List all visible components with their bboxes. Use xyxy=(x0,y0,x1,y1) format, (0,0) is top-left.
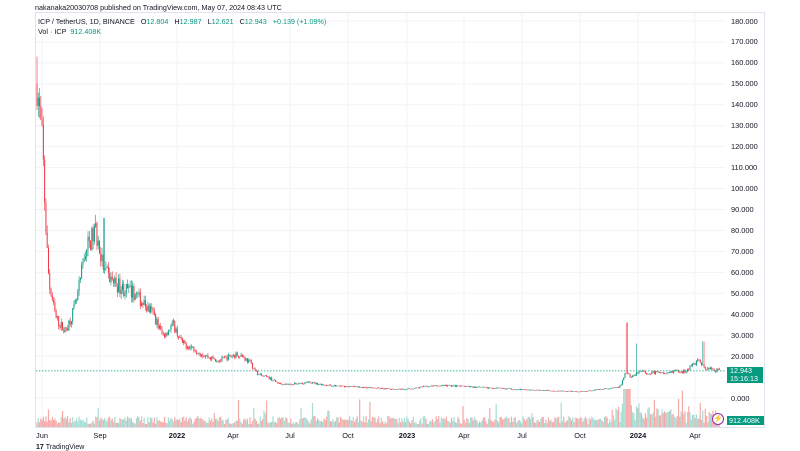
price-axis-label: 90.000 xyxy=(731,205,754,214)
price-axis-label: 130.000 xyxy=(731,121,758,131)
price-axis-label: 70.000 xyxy=(731,246,754,256)
lightning-icon[interactable]: ⚡ xyxy=(712,413,724,425)
time-axis-label: Jul xyxy=(285,431,295,440)
open-value: 12.804 xyxy=(146,17,169,26)
volume-label[interactable]: Vol · ICP xyxy=(38,27,67,36)
chart-legend: ICP / TetherUS, 1D, BINANCE O12.804 H12.… xyxy=(38,17,326,37)
bar-countdown: 15:16:13 xyxy=(730,374,758,383)
time-axis-label: Oct xyxy=(342,431,354,440)
price-axis-label: 140.000 xyxy=(731,100,758,110)
price-axis-label: 80.000 xyxy=(731,225,754,235)
price-axis-label: 0.000 xyxy=(731,393,750,403)
symbol-label[interactable]: ICP / TetherUS, 1D, BINANCE xyxy=(38,17,135,26)
price-axis-label: 30.000 xyxy=(731,330,754,340)
price-axis-label: 110.000 xyxy=(731,163,758,173)
close-value: 12.943 xyxy=(244,17,267,26)
tradingview-logo-icon: 17 xyxy=(36,444,44,451)
price-axis-label: 160.000 xyxy=(731,58,758,68)
change-value: +0.139 (+1.09%) xyxy=(272,17,327,26)
volume-value: 912.408K xyxy=(70,27,102,36)
time-axis-label: Apr xyxy=(458,431,470,440)
time-axis-label: Jul xyxy=(517,431,527,440)
price-axis-label: 180.000 xyxy=(731,16,758,26)
time-axis-label: 2024 xyxy=(629,431,647,440)
price-axis-label: 100.000 xyxy=(731,184,758,194)
volume-tag: 912.408K xyxy=(727,416,764,425)
last-price: 12.943 xyxy=(730,366,752,375)
price-axis-label: 20.000 xyxy=(731,351,754,361)
time-axis-label: 2022 xyxy=(168,431,186,440)
ohlc-row: ICP / TetherUS, 1D, BINANCE O12.804 H12.… xyxy=(38,17,327,26)
high-value: 12.987 xyxy=(179,17,202,26)
price-axis-label: 170.000 xyxy=(731,37,758,47)
time-axis-label: Apr xyxy=(689,431,701,440)
price-axis-label: 40.000 xyxy=(731,309,754,319)
price-axis-label: 50.000 xyxy=(731,288,754,298)
chart-frame[interactable] xyxy=(35,12,765,428)
time-axis-label: Sep xyxy=(93,431,107,440)
price-axis-label: 60.000 xyxy=(731,267,754,277)
time-axis-label: Apr xyxy=(227,431,239,440)
time-axis-label: 2023 xyxy=(398,431,416,440)
publisher-line: nakanaka20030708 published on TradingVie… xyxy=(35,3,282,12)
time-axis-label: Oct xyxy=(574,431,586,440)
volume-row: Vol · ICP 912.408K xyxy=(38,27,326,37)
price-axis-label: 120.000 xyxy=(731,142,758,152)
price-axis-label: 150.000 xyxy=(731,79,758,89)
time-axis-label: Jun xyxy=(36,431,48,440)
low-value: 12.621 xyxy=(211,17,234,26)
last-price-tag: 12.943 15:16:13 xyxy=(727,367,763,383)
tradingview-logo[interactable]: 17 TradingView xyxy=(36,444,85,451)
